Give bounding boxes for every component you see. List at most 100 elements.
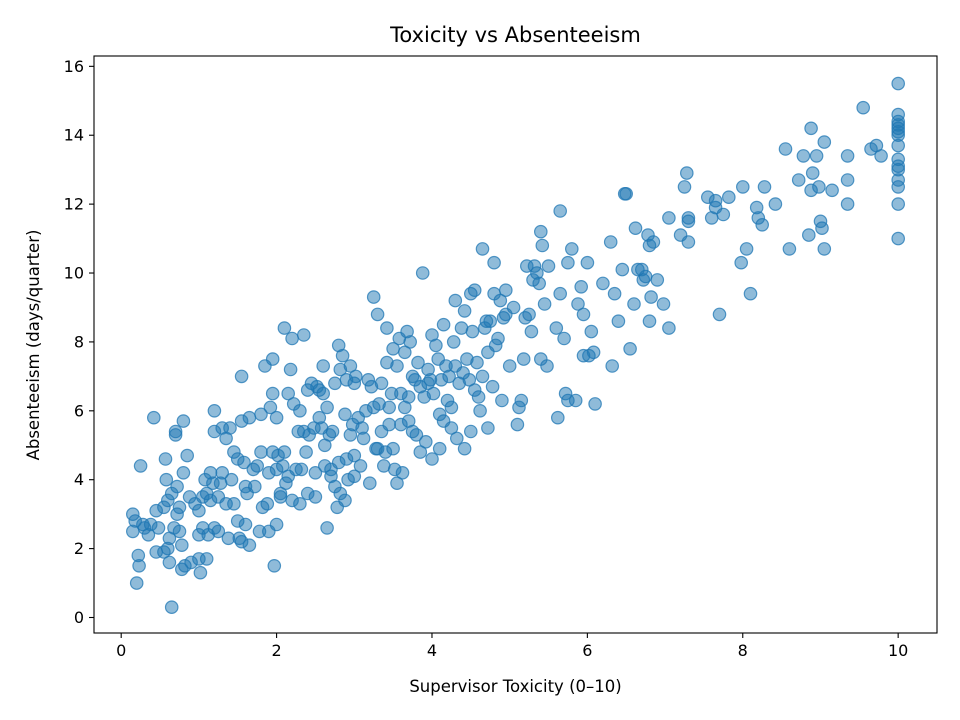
data-point bbox=[627, 297, 641, 311]
data-point bbox=[471, 390, 486, 404]
data-point bbox=[891, 197, 905, 211]
data-point bbox=[535, 238, 550, 253]
data-point bbox=[619, 187, 633, 201]
data-point bbox=[809, 149, 824, 163]
data-point bbox=[147, 410, 161, 425]
data-point bbox=[891, 138, 905, 153]
data-point bbox=[522, 307, 536, 322]
data-point bbox=[734, 255, 748, 270]
x-axis-label: Supervisor Toxicity (0–10) bbox=[409, 677, 621, 696]
data-point bbox=[815, 221, 829, 235]
data-point bbox=[390, 476, 404, 490]
data-point bbox=[429, 338, 443, 353]
data-point bbox=[467, 283, 482, 297]
data-point bbox=[550, 410, 565, 425]
data-point bbox=[172, 524, 187, 539]
data-point bbox=[708, 193, 723, 208]
data-point bbox=[294, 462, 309, 477]
data-point bbox=[227, 496, 241, 511]
data-point bbox=[426, 386, 441, 401]
data-point bbox=[712, 307, 727, 322]
data-point bbox=[791, 173, 806, 187]
data-point bbox=[557, 331, 571, 346]
data-point bbox=[463, 424, 478, 439]
y-tick-label: 10 bbox=[64, 264, 84, 283]
data-point bbox=[176, 414, 191, 428]
data-point bbox=[481, 421, 495, 435]
data-point bbox=[348, 369, 363, 384]
y-axis: 0 2 4 6 8 10 12 14 16 bbox=[64, 57, 94, 627]
data-point bbox=[343, 359, 358, 373]
data-point bbox=[540, 359, 554, 373]
data-point bbox=[444, 421, 459, 435]
data-point bbox=[782, 242, 797, 256]
data-point bbox=[805, 166, 820, 180]
data-point bbox=[328, 376, 342, 391]
data-point bbox=[804, 121, 818, 136]
data-point bbox=[260, 496, 275, 511]
data-point bbox=[207, 403, 222, 418]
data-point bbox=[491, 331, 505, 346]
data-point bbox=[374, 376, 389, 391]
data-point bbox=[237, 455, 251, 470]
data-point bbox=[644, 290, 658, 304]
data-point bbox=[502, 359, 517, 373]
data-point bbox=[473, 403, 487, 418]
data-point bbox=[891, 76, 905, 91]
data-point bbox=[493, 293, 508, 308]
data-point bbox=[162, 555, 177, 570]
data-point bbox=[263, 400, 278, 415]
data-point bbox=[242, 538, 257, 552]
y-axis-label: Absenteeism (days/quarter) bbox=[24, 230, 43, 461]
data-point bbox=[254, 445, 268, 459]
data-point bbox=[277, 445, 292, 459]
x-tick-label: 10 bbox=[888, 641, 908, 660]
data-point bbox=[537, 297, 552, 311]
data-point bbox=[180, 448, 194, 463]
data-point bbox=[541, 259, 556, 273]
data-point bbox=[856, 100, 870, 115]
data-point bbox=[442, 369, 456, 384]
data-point bbox=[316, 386, 330, 401]
data-point bbox=[596, 276, 610, 291]
data-point bbox=[444, 400, 459, 415]
data-point bbox=[248, 479, 262, 494]
data-point bbox=[662, 321, 676, 335]
y-tick-label: 14 bbox=[64, 126, 84, 145]
data-point bbox=[320, 400, 334, 415]
data-point bbox=[607, 286, 622, 301]
y-tick-label: 4 bbox=[74, 470, 84, 489]
data-point bbox=[308, 465, 323, 480]
data-point bbox=[401, 390, 416, 404]
data-point bbox=[265, 352, 280, 366]
data-point bbox=[495, 393, 509, 408]
data-point bbox=[817, 135, 832, 149]
data-point bbox=[553, 204, 567, 218]
data-point bbox=[840, 149, 855, 163]
data-point bbox=[605, 359, 619, 373]
data-point bbox=[129, 576, 144, 590]
data-point bbox=[755, 218, 769, 232]
data-point bbox=[238, 517, 253, 532]
data-point bbox=[285, 331, 299, 346]
data-point bbox=[366, 290, 381, 304]
data-point bbox=[281, 386, 295, 401]
data-point bbox=[580, 255, 595, 270]
data-point bbox=[409, 428, 424, 442]
y-tick-label: 12 bbox=[64, 195, 84, 214]
data-point bbox=[320, 521, 334, 535]
data-point bbox=[159, 472, 174, 487]
data-point bbox=[681, 235, 696, 249]
data-point bbox=[215, 465, 229, 480]
x-tick-label: 8 bbox=[738, 641, 748, 660]
data-point bbox=[242, 410, 257, 425]
x-tick-label: 2 bbox=[271, 641, 281, 660]
data-point bbox=[743, 286, 758, 301]
data-point bbox=[475, 242, 490, 256]
data-point bbox=[516, 352, 531, 366]
data-point bbox=[498, 283, 513, 297]
data-point bbox=[397, 345, 412, 360]
data-point bbox=[475, 369, 490, 384]
data-point bbox=[553, 286, 567, 301]
